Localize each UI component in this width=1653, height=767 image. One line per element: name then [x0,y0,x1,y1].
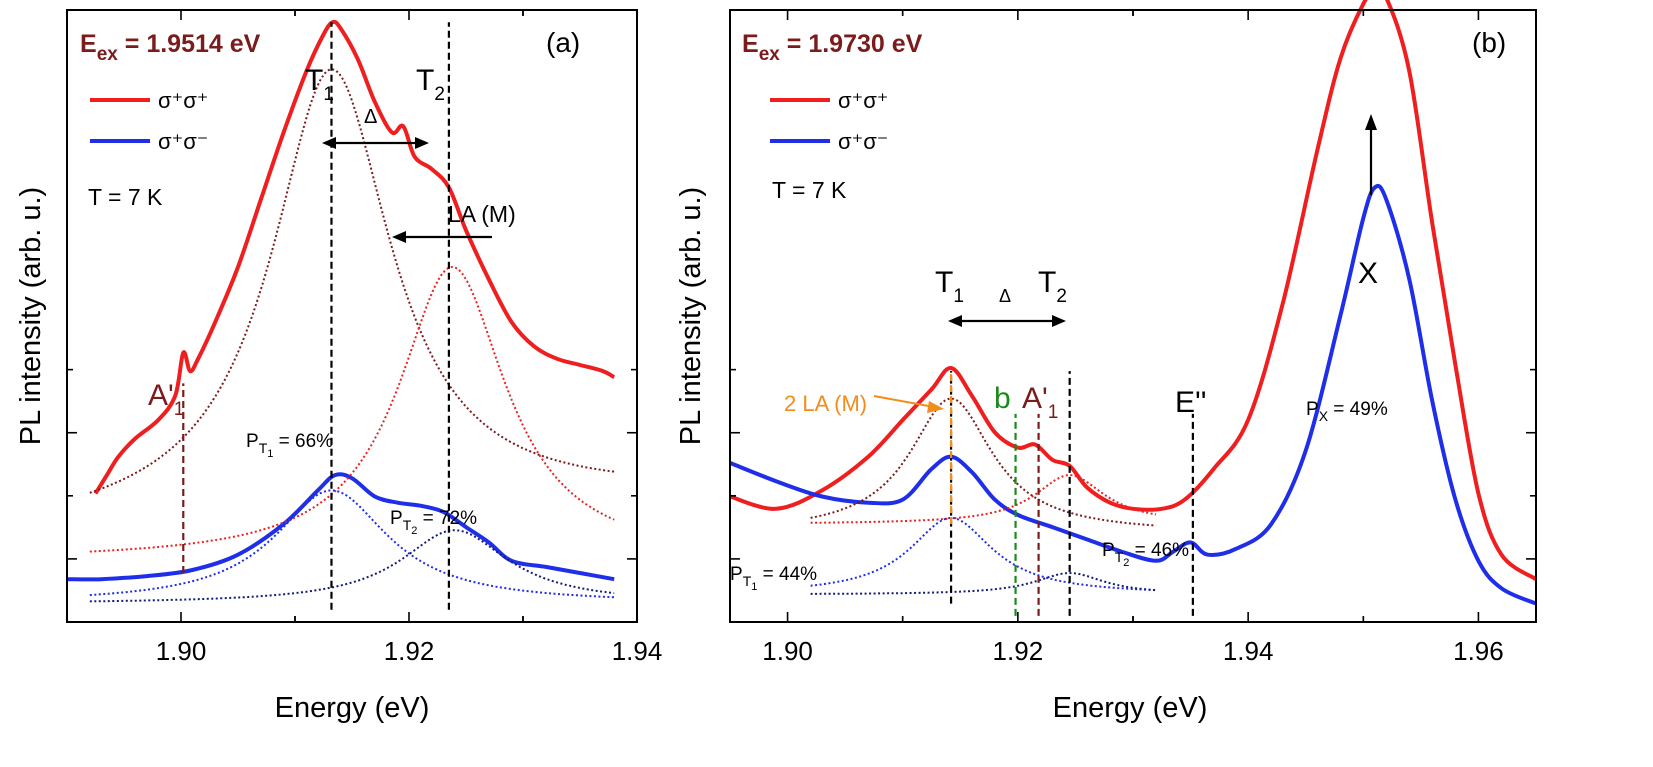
panel-b-delta-arrowhead-right [1052,315,1066,327]
panel-b-2la-arrow [873,395,935,408]
panel-a-xlabel: Energy (eV) [275,692,430,724]
panel-b-series-5 [810,572,1157,595]
panel-a-a1-label: A'1 [148,379,184,420]
panel-b-series-2 [810,397,1157,527]
panel-a: 1.90 1.92 1.94 Eex = 1.9514 eV (a) σ⁺σ⁺ σ⁺… [15,9,662,724]
panel-b-temperature: T = 7 K [772,177,847,203]
panel-b-legend-label-blue: σ⁺σ⁻ [838,129,888,154]
panel-a-la-label: LA (M) [448,201,516,227]
panel-b-xtick-label-2: 1.94 [1223,636,1274,666]
panel-b-b-label: b [994,382,1011,415]
panel-a-t2-label: T2 [416,64,445,105]
panel-b-legend-label-red: σ⁺σ⁺ [838,88,888,113]
panel-a-delta-arrowhead-right [415,137,429,149]
panel-b-ticks: 1.90 1.92 1.94 1.96 [730,10,1536,666]
panel-a-excitation: Eex = 1.9514 eV [80,30,261,65]
panel-a-la-arrowhead [392,231,406,243]
panel-a-series-1 [66,472,615,582]
panel-b-t1-label: T1 [935,266,964,307]
panel-b-series-0 [729,0,1538,581]
panel-a-series-3 [89,266,615,553]
panel-b-series-1 [729,183,1537,606]
panel-b-ylabel: PL intensity (arb. u.) [675,187,707,445]
panel-a-ticks: 1.90 1.92 1.94 [67,10,662,666]
panel-a-curves [66,19,616,603]
panel-a-temperature: T = 7 K [88,184,163,210]
panel-b-pt1: PT1 = 44% [730,564,817,593]
panel-a-legend-label-blue: σ⁺σ⁻ [158,129,208,154]
panel-b-series-4 [810,517,1157,592]
panel-a-ylabel: PL intensity (arb. u.) [15,187,47,445]
panel-b-xtick-label-3: 1.96 [1453,636,1504,666]
panel-a-pt1: PT1 = 66% [246,431,333,460]
panel-a-pt2: PT2 = 72% [390,508,477,537]
panel-a-series-0 [93,19,616,495]
panel-b-delta-arrowhead-left [948,315,962,327]
panel-a-series-5 [89,529,615,603]
panel-b-x-arrowhead [1365,114,1377,130]
panel-a-xtick-label-1: 1.92 [384,636,435,666]
panel-b-xtick-label-1: 1.92 [993,636,1044,666]
panel-a-xtick-label-0: 1.90 [156,636,207,666]
panel-b-2la-label: 2 LA (M) [784,391,867,416]
panel-a-xtick-label-2: 1.94 [612,636,663,666]
panel-b-x-label: X [1358,257,1378,290]
panel-a-plot-frame [66,9,638,623]
panel-a-series-2 [89,68,615,494]
panel-b-xlabel: Energy (eV) [1053,692,1208,724]
panel-b-px: PX = 49% [1306,399,1388,424]
panel-b: 1.90 1.92 1.94 1.96 Eex = 1.9730 eV (b) σ⁺σ… [675,0,1538,724]
panel-a-delta-label: Δ [364,106,377,128]
panel-a-t1-label: T1 [305,64,334,105]
panel-b-curves [729,0,1538,606]
panel-b-marker-lines [949,371,1194,616]
panel-b-delta-label: Δ [999,286,1011,306]
panel-b-label: (b) [1472,27,1506,58]
panel-b-xtick-label-0: 1.90 [762,636,813,666]
panel-b-t2-label: T2 [1038,266,1067,307]
panel-a-delta-arrowhead-left [322,137,336,149]
panel-b-a1-label: A'1 [1022,382,1058,423]
panel-a-legend-label-red: σ⁺σ⁺ [158,88,208,113]
panel-b-excitation: Eex = 1.9730 eV [742,30,923,65]
panel-b-2la-arrowhead [927,401,944,413]
panel-b-e2-label: E'' [1175,386,1206,419]
panel-a-label: (a) [546,27,580,58]
panel-b-series-3 [810,474,1157,524]
panel-a-marker-lines [182,22,450,610]
panel-b-pt2: PT2 = 46% [1102,540,1189,569]
panel-a-series-4 [89,489,615,599]
